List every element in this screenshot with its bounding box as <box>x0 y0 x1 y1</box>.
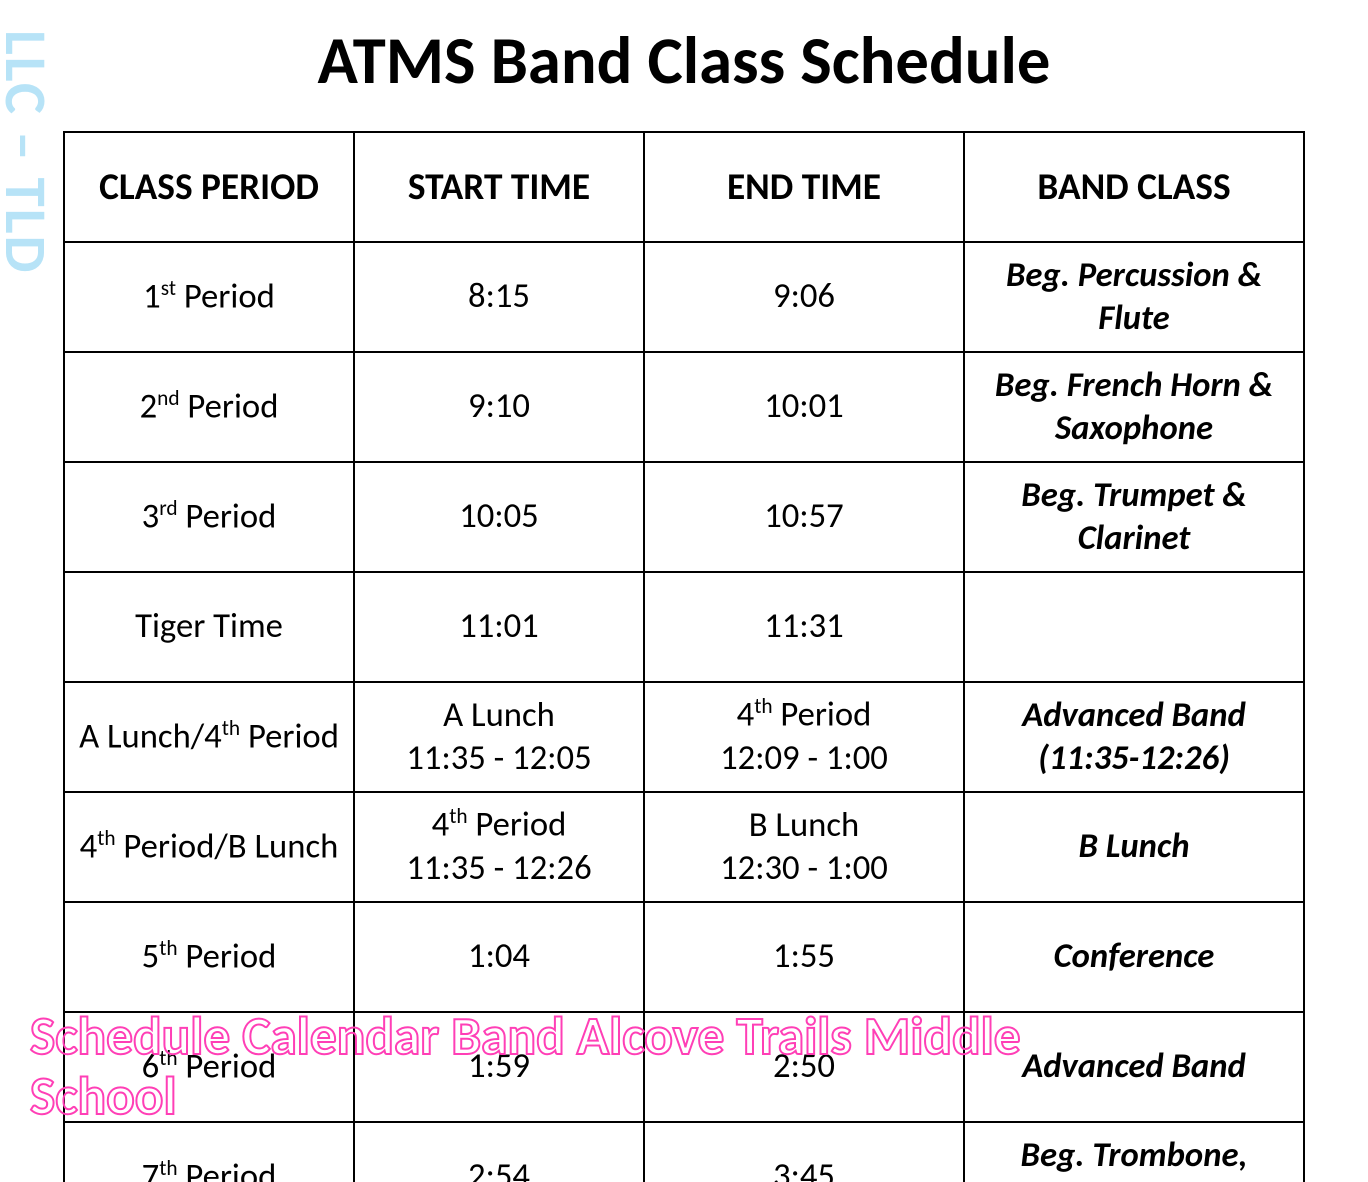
cell-start: A Lunch11:35 - 12:05 <box>354 682 644 792</box>
cell-end: 10:01 <box>644 352 964 462</box>
cell-end: 11:31 <box>644 572 964 682</box>
table-row: Tiger Time11:0111:31 <box>64 572 1304 682</box>
cell-period: 7th Period <box>64 1122 354 1182</box>
cell-band: Advanced Band <box>964 1012 1304 1122</box>
cell-period: 4th Period/B Lunch <box>64 792 354 902</box>
cell-start: 2:54 <box>354 1122 644 1182</box>
table-row: 2nd Period9:1010:01Beg. French Horn & Sa… <box>64 352 1304 462</box>
col-header-period: CLASS PERIOD <box>64 132 354 242</box>
cell-band: Advanced Band(11:35-12:26) <box>964 682 1304 792</box>
table-row: 3rd Period10:0510:57Beg. Trumpet & Clari… <box>64 462 1304 572</box>
cell-period: 5th Period <box>64 902 354 1012</box>
table-row: A Lunch/4th PeriodA Lunch11:35 - 12:054t… <box>64 682 1304 792</box>
cell-period: 3rd Period <box>64 462 354 572</box>
cell-period: 6th Period <box>64 1012 354 1122</box>
table-row: 1st Period8:159:06Beg. Percussion & Flut… <box>64 242 1304 352</box>
table-header-row: CLASS PERIOD START TIME END TIME BAND CL… <box>64 132 1304 242</box>
cell-end: B Lunch12:30 - 1:00 <box>644 792 964 902</box>
cell-start: 1:59 <box>354 1012 644 1122</box>
cell-period: A Lunch/4th Period <box>64 682 354 792</box>
cell-band: B Lunch <box>964 792 1304 902</box>
cell-band: Beg. Trombone, Euphonium, Tuba <box>964 1122 1304 1182</box>
table-row: 5th Period1:041:55Conference <box>64 902 1304 1012</box>
cell-start: 11:01 <box>354 572 644 682</box>
table-body: 1st Period8:159:06Beg. Percussion & Flut… <box>64 242 1304 1182</box>
cell-start: 8:15 <box>354 242 644 352</box>
col-header-end: END TIME <box>644 132 964 242</box>
table-row: 4th Period/B Lunch4th Period11:35 - 12:2… <box>64 792 1304 902</box>
cell-start: 4th Period11:35 - 12:26 <box>354 792 644 902</box>
cell-band: Beg. Trumpet & Clarinet <box>964 462 1304 572</box>
cell-band: Beg. Percussion & Flute <box>964 242 1304 352</box>
table-row: 7th Period2:543:45Beg. Trombone, Euphoni… <box>64 1122 1304 1182</box>
col-header-start: START TIME <box>354 132 644 242</box>
cell-start: 1:04 <box>354 902 644 1012</box>
table-row: 6th Period1:592:50Advanced Band <box>64 1012 1304 1122</box>
cell-period: 1st Period <box>64 242 354 352</box>
cell-period: Tiger Time <box>64 572 354 682</box>
cell-end: 3:45 <box>644 1122 964 1182</box>
page-title: ATMS Band Class Schedule <box>0 20 1368 101</box>
cell-end: 2:50 <box>644 1012 964 1122</box>
schedule-table: CLASS PERIOD START TIME END TIME BAND CL… <box>63 131 1305 1182</box>
cell-end: 4th Period12:09 - 1:00 <box>644 682 964 792</box>
cell-band <box>964 572 1304 682</box>
cell-band: Conference <box>964 902 1304 1012</box>
cell-end: 9:06 <box>644 242 964 352</box>
cell-start: 10:05 <box>354 462 644 572</box>
cell-end: 10:57 <box>644 462 964 572</box>
table-head: CLASS PERIOD START TIME END TIME BAND CL… <box>64 132 1304 242</box>
col-header-band: BAND CLASS <box>964 132 1304 242</box>
cell-band: Beg. French Horn & Saxophone <box>964 352 1304 462</box>
cell-end: 1:55 <box>644 902 964 1012</box>
cell-period: 2nd Period <box>64 352 354 462</box>
cell-start: 9:10 <box>354 352 644 462</box>
